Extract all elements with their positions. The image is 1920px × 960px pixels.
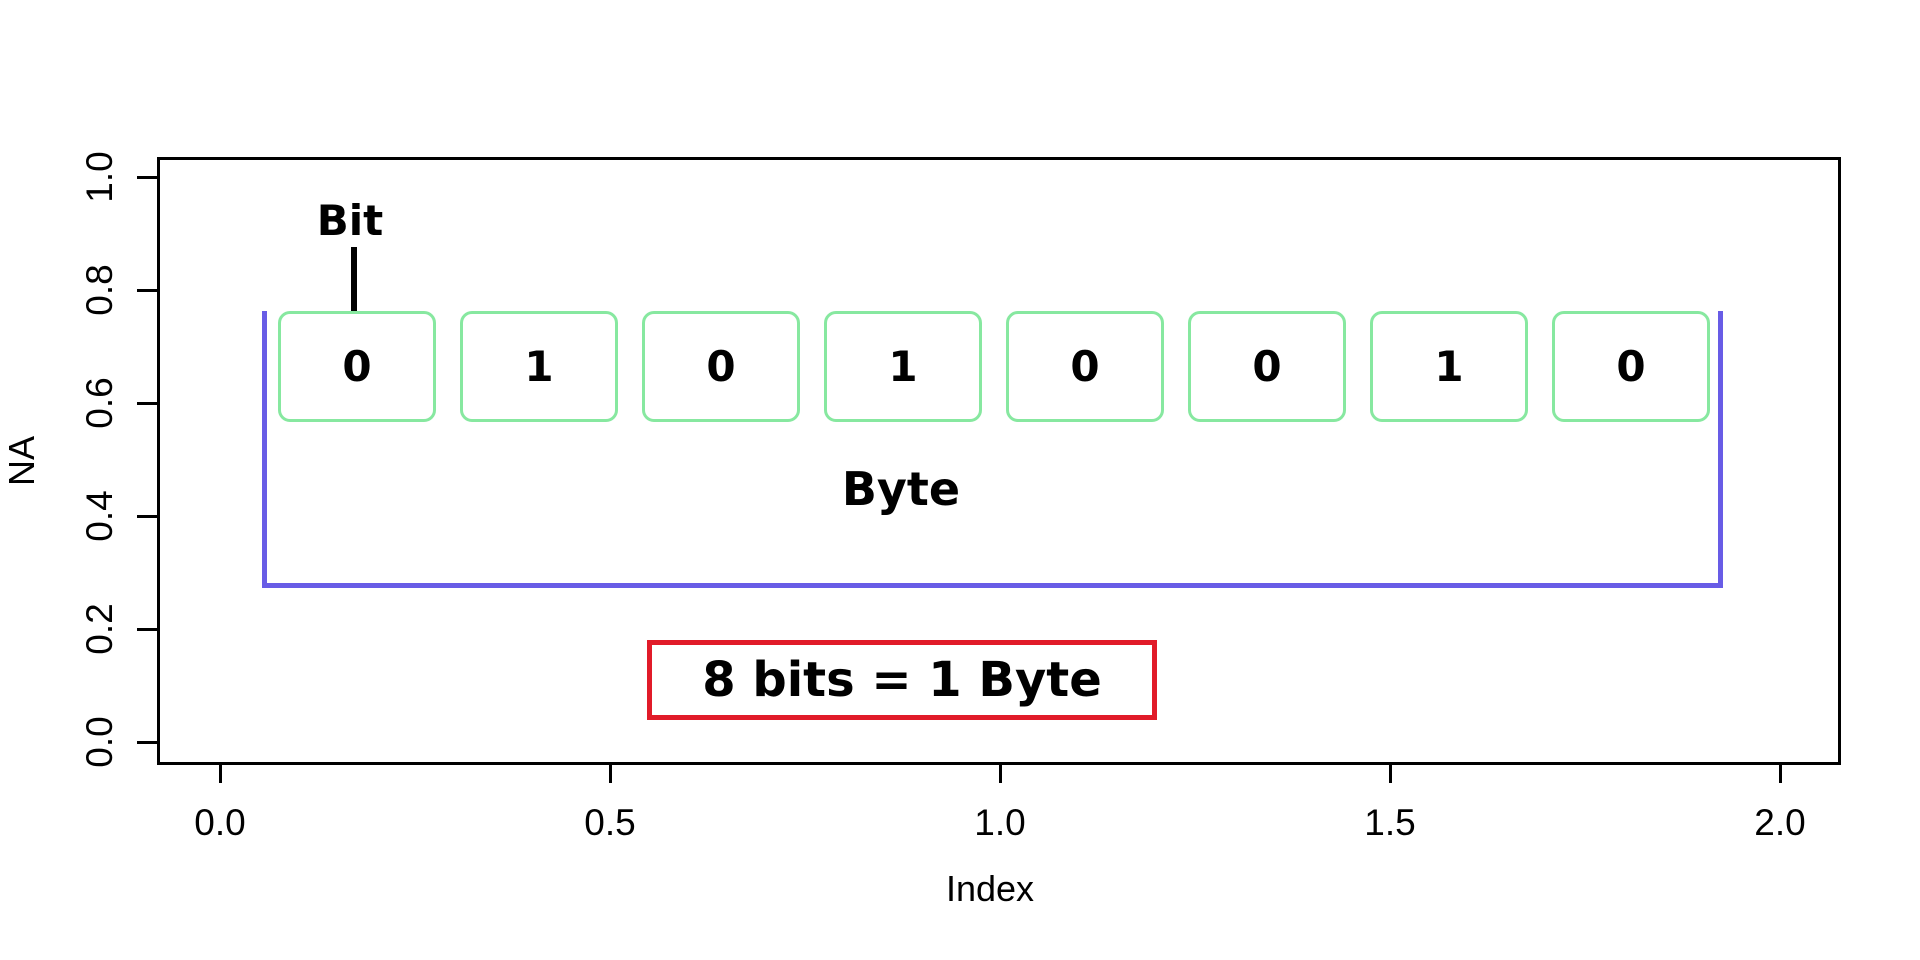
bit-cell: 0 [642, 311, 800, 422]
x-tick-label: 0.5 [584, 802, 636, 843]
bit-cell: 0 [1006, 311, 1164, 422]
x-tick-label: 1.0 [974, 802, 1026, 843]
bit-value: 0 [1070, 341, 1100, 391]
y-tick-label: 0.6 [79, 377, 120, 429]
x-tick-mark [219, 765, 222, 783]
y-tick-mark [137, 402, 157, 405]
y-tick-mark [137, 515, 157, 518]
byte-bracket-right [1718, 311, 1723, 588]
x-tick-mark [1389, 765, 1392, 783]
x-tick-label: 0.0 [194, 802, 246, 843]
x-tick-label: 2.0 [1754, 802, 1806, 843]
y-tick-label: 0.0 [79, 716, 120, 768]
bit-value: 1 [524, 341, 554, 391]
y-tick-mark [137, 628, 157, 631]
x-tick-mark [999, 765, 1002, 783]
byte-bracket-left [262, 311, 267, 588]
bit-cell: 1 [1370, 311, 1528, 422]
y-tick-label: 0.2 [79, 603, 120, 655]
bit-value: 0 [1252, 341, 1282, 391]
bit-cell: 1 [460, 311, 618, 422]
bit-pointer-line [351, 247, 357, 313]
y-tick-mark [137, 289, 157, 292]
y-tick-mark [137, 741, 157, 744]
y-tick-label: 0.4 [79, 490, 120, 542]
x-tick-label: 1.5 [1364, 802, 1416, 843]
bit-value: 0 [1616, 341, 1646, 391]
equation-box: 8 bits = 1 Byte [647, 640, 1157, 720]
bit-cell: 0 [1552, 311, 1710, 422]
bit-cell: 0 [1188, 311, 1346, 422]
bit-value: 1 [1434, 341, 1464, 391]
byte-bracket-bottom [262, 583, 1723, 588]
y-axis-title: NA [1, 436, 42, 487]
y-tick-label: 1.0 [79, 151, 120, 203]
equation-text: 8 bits = 1 Byte [702, 652, 1102, 708]
y-tick-mark [137, 176, 157, 179]
byte-label: Byte [841, 462, 961, 516]
bit-value: 1 [888, 341, 918, 391]
bit-callout-label: Bit [316, 196, 384, 245]
x-tick-mark [609, 765, 612, 783]
y-tick-label: 0.8 [79, 264, 120, 316]
bit-value: 0 [706, 341, 736, 391]
bit-value: 0 [342, 341, 372, 391]
bit-cell: 1 [824, 311, 982, 422]
x-axis-title: Index [945, 868, 1035, 909]
bit-cell: 0 [278, 311, 436, 422]
x-tick-mark [1779, 765, 1782, 783]
